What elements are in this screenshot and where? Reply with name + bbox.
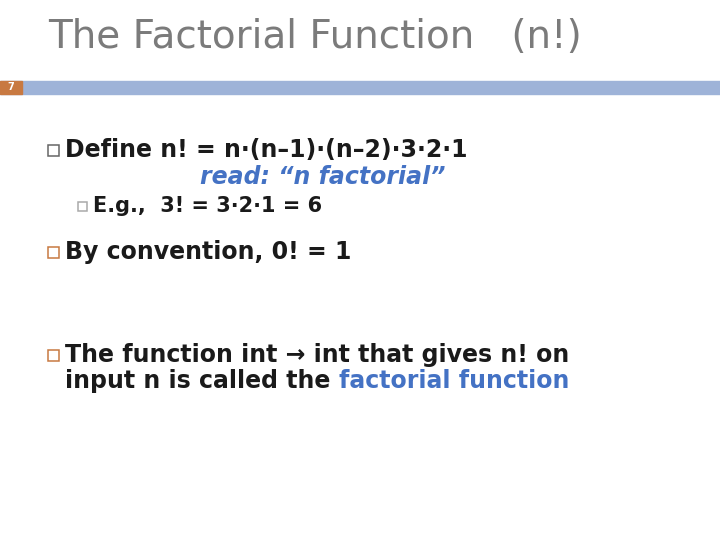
Text: Define n! = n·(n–1)·(n–2)·3·2·1: Define n! = n·(n–1)·(n–2)·3·2·1: [65, 138, 467, 162]
Text: By convention, 0! = 1: By convention, 0! = 1: [65, 240, 351, 264]
Bar: [48, 349, 59, 361]
Bar: [0, 81, 22, 94]
Bar: [0, 81, 720, 94]
Bar: [78, 201, 87, 211]
Text: factorial function: factorial function: [338, 369, 569, 393]
Text: read: “n factorial”: read: “n factorial”: [200, 165, 446, 189]
Text: The Factorial Function   (n!): The Factorial Function (n!): [48, 18, 582, 56]
Bar: [48, 145, 59, 156]
Bar: [48, 246, 59, 258]
Text: 7: 7: [8, 83, 14, 92]
Text: The function int → int that gives n! on: The function int → int that gives n! on: [65, 343, 570, 367]
Text: input n is called the: input n is called the: [65, 369, 338, 393]
Text: E.g.,  3! = 3·2·1 = 6: E.g., 3! = 3·2·1 = 6: [93, 196, 322, 216]
